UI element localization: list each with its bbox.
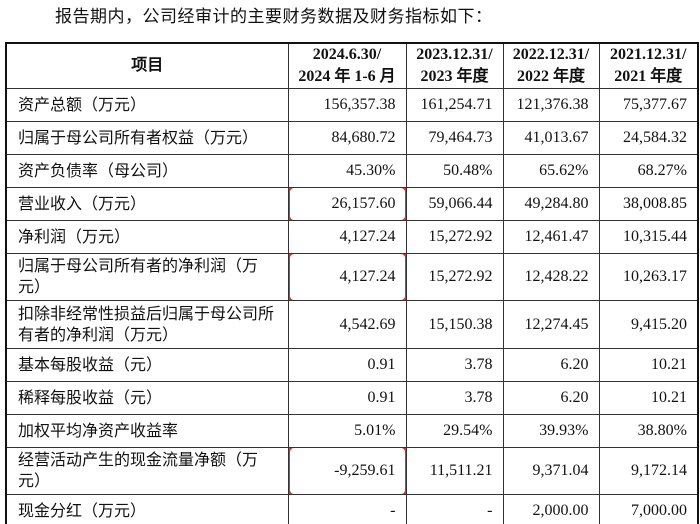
row-label: 资产负债率（母公司） xyxy=(5,154,289,188)
cell-2023: 15,272.92 xyxy=(405,220,504,254)
cell-2022: 12,274.45 xyxy=(502,300,600,349)
table-row: 现金分红（万元） - - 2,000.00 7,000.00 xyxy=(5,494,699,524)
cell-2023: 3.78 xyxy=(405,381,504,415)
table-row: 加权平均净资产收益率 5.01% 29.54% 39.93% 38.80% xyxy=(5,414,699,448)
cell-2021: 7,000.00 xyxy=(598,494,699,524)
column-header-2021: 2021.12.31/2021 年度 xyxy=(598,42,699,89)
cell-2021: 9,415.20 xyxy=(598,300,699,349)
cell-2022: 49,284.80 xyxy=(502,187,600,221)
cell-2023: 15,272.92 xyxy=(405,253,504,301)
cell-2024-highlighted: -9,259.61 xyxy=(287,447,407,495)
row-label: 净利润（万元） xyxy=(5,220,289,254)
row-label: 现金分红（万元） xyxy=(5,494,289,524)
cell-2022: 12,428.22 xyxy=(502,253,600,301)
column-header-line1: 2023.12.31/ xyxy=(416,46,493,63)
cell-2021: 38.80% xyxy=(598,414,699,448)
cell-2023: 79,464.73 xyxy=(405,121,504,155)
cell-2022: 2,000.00 xyxy=(502,494,600,524)
cell-2022: 6.20 xyxy=(502,381,600,415)
column-header-line1: 2021.12.31/ xyxy=(610,46,687,63)
cell-2022: 6.20 xyxy=(502,348,600,382)
cell-2021: 10.21 xyxy=(598,381,699,415)
cell-2022: 65.62% xyxy=(502,154,600,188)
cell-2024: 4,127.24 xyxy=(287,220,407,254)
cell-2023: 50.48% xyxy=(405,154,504,188)
cell-2023: - xyxy=(405,494,504,524)
table-row: 资产负债率（母公司） 45.30% 50.48% 65.62% 68.27% xyxy=(5,154,699,188)
cell-2024: 0.91 xyxy=(287,381,407,415)
column-header-2022: 2022.12.31/2022 年度 xyxy=(502,42,600,89)
cell-2024: 84,680.72 xyxy=(287,121,407,155)
cell-2023: 15,150.38 xyxy=(405,300,504,349)
column-header-line2: 2021 年度 xyxy=(614,68,683,85)
cell-2021: 10,315.44 xyxy=(598,220,699,254)
cell-2024-highlighted: 26,157.60 xyxy=(287,187,407,221)
cell-2021: 38,008.85 xyxy=(598,187,699,221)
cell-2023: 161,254.71 xyxy=(405,88,504,122)
cell-2022: 121,376.38 xyxy=(502,88,600,122)
row-label: 营业收入（万元） xyxy=(5,187,289,221)
column-header-line2: 2022 年度 xyxy=(516,68,585,85)
cell-2024: 45.30% xyxy=(287,154,407,188)
column-header-line2: 2023 年度 xyxy=(420,68,489,85)
table-row: 稀释每股收益（元） 0.91 3.78 6.20 10.21 xyxy=(5,381,699,415)
column-header-2023: 2023.12.31/2023 年度 xyxy=(405,42,504,89)
row-label: 归属于母公司所有者的净利润（万元） xyxy=(5,253,289,301)
cell-2023: 3.78 xyxy=(405,348,504,382)
row-label: 稀释每股收益（元） xyxy=(5,381,289,415)
table-row: 扣除非经常性损益后归属于母公司所有者的净利润（万元） 4,542.69 15,1… xyxy=(5,300,699,349)
cell-2021: 9,172.14 xyxy=(598,447,699,495)
row-label: 基本每股收益（元） xyxy=(5,348,289,382)
cell-2023: 11,511.21 xyxy=(405,447,504,495)
cell-2021: 68.27% xyxy=(598,154,699,188)
cell-2021: 75,377.67 xyxy=(598,88,699,122)
cell-2023: 29.54% xyxy=(405,414,504,448)
table-row: 净利润（万元） 4,127.24 15,272.92 12,461.47 10,… xyxy=(5,220,699,254)
column-header-item: 项目 xyxy=(5,42,289,89)
row-label: 扣除非经常性损益后归属于母公司所有者的净利润（万元） xyxy=(5,300,289,349)
table-row: 资产总额（万元） 156,357.38 161,254.71 121,376.3… xyxy=(5,88,699,122)
header-row: 项目 2024.6.30/2024 年 1-6 月 2023.12.31/202… xyxy=(5,42,699,89)
row-label: 归属于母公司所有者权益（万元） xyxy=(5,121,289,155)
cell-2021: 10.21 xyxy=(598,348,699,382)
cell-2024-highlighted: 4,127.24 xyxy=(287,253,407,301)
cell-2021: 10,263.17 xyxy=(598,253,699,301)
financial-table: 项目 2024.6.30/2024 年 1-6 月 2023.12.31/202… xyxy=(5,42,699,524)
row-label: 资产总额（万元） xyxy=(5,88,289,122)
row-label: 加权平均净资产收益率 xyxy=(5,414,289,448)
table-row: 归属于母公司所有者的净利润（万元） 4,127.24 15,272.92 12,… xyxy=(5,253,699,301)
cell-2024: 0.91 xyxy=(287,348,407,382)
column-header-line2: 2024 年 1-6 月 xyxy=(298,68,396,85)
table-row: 归属于母公司所有者权益（万元） 84,680.72 79,464.73 41,0… xyxy=(5,121,699,155)
column-header-2024: 2024.6.30/2024 年 1-6 月 xyxy=(287,42,407,89)
column-header-line1: 2022.12.31/ xyxy=(512,46,590,63)
cell-2022: 9,371.04 xyxy=(502,447,600,495)
column-header-line1: 2024.6.30/ xyxy=(312,46,382,63)
intro-paragraph: 报告期内，公司经审计的主要财务数据及财务指标如下： xyxy=(55,7,493,26)
table-row: 营业收入（万元） 26,157.60 59,066.44 49,284.80 3… xyxy=(5,187,699,221)
cell-2022: 41,013.67 xyxy=(502,121,600,155)
cell-2022: 39.93% xyxy=(502,414,600,448)
cell-2023: 59,066.44 xyxy=(405,187,504,221)
cell-2022: 12,461.47 xyxy=(502,220,600,254)
cell-2024: 156,357.38 xyxy=(287,88,407,122)
cell-2024: 5.01% xyxy=(287,414,407,448)
column-header-line1: 项目 xyxy=(131,57,164,74)
cell-2024: - xyxy=(287,494,407,524)
table-row: 经营活动产生的现金流量净额（万元） -9,259.61 11,511.21 9,… xyxy=(5,447,699,495)
row-label: 经营活动产生的现金流量净额（万元） xyxy=(5,447,289,495)
cell-2024: 4,542.69 xyxy=(287,300,407,349)
cell-2021: 24,584.32 xyxy=(598,121,699,155)
table-row: 基本每股收益（元） 0.91 3.78 6.20 10.21 xyxy=(5,348,699,382)
